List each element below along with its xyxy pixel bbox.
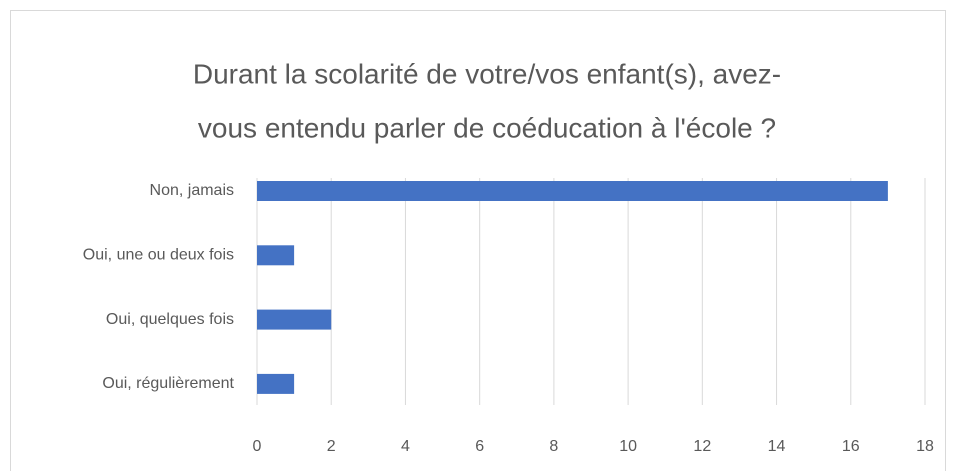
x-tick-label: 2 (327, 438, 336, 455)
y-tick-label: Oui, régulièrement (102, 375, 234, 392)
x-tick-label: 12 (693, 438, 711, 455)
x-tick-label: 18 (916, 438, 934, 455)
x-tick-label: 8 (549, 438, 558, 455)
x-tick-label: 6 (475, 438, 484, 455)
y-tick-label: Oui, quelques fois (106, 311, 234, 328)
x-tick-label: 14 (768, 438, 786, 455)
x-tick-label: 10 (619, 438, 637, 455)
bar (257, 181, 888, 201)
chart-title: vous entendu parler de coéducation à l'é… (198, 112, 776, 143)
y-tick-label: Oui, une ou deux fois (83, 247, 234, 264)
x-tick-label: 16 (842, 438, 860, 455)
y-tick-label: Non, jamais (150, 182, 234, 199)
chart-title: Durant la scolarité de votre/vos enfant(… (193, 58, 781, 89)
chart-frame (10, 10, 946, 471)
bar (257, 245, 295, 266)
x-tick-label: 4 (401, 438, 410, 455)
bar (257, 309, 332, 330)
bar (257, 373, 295, 394)
x-tick-label: 0 (253, 438, 262, 455)
